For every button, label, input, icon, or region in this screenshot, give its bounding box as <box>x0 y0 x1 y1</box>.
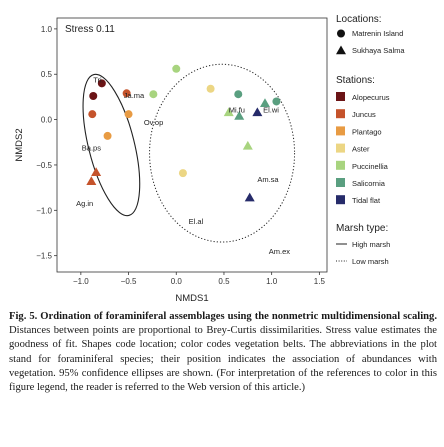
legend-station-swatch <box>336 195 345 205</box>
species-label: El.al <box>189 217 204 226</box>
species-label: El.wi <box>263 105 279 114</box>
legend-location-label: Sukhaya Salma <box>352 46 405 55</box>
y-tick-label: 1.0 <box>41 25 53 34</box>
legend-marsh-title: Marsh type: <box>336 223 388 234</box>
legend-station-swatch <box>336 178 345 187</box>
legend-circle-icon <box>337 29 345 38</box>
species-label: Am.sa <box>257 175 279 184</box>
triangle-point <box>244 192 255 202</box>
legend-station-label: Juncus <box>352 110 376 119</box>
caption-label: Fig. 5. Ordination of foraminiferal asse… <box>9 311 437 322</box>
species-label: Ja.ma <box>124 91 145 100</box>
triangle-point <box>91 167 102 176</box>
y-tick-label: −1.5 <box>36 252 52 261</box>
legend-station-label: Alopecurus <box>352 93 390 102</box>
legend-marsh-label: High marsh <box>352 240 390 249</box>
circle-point <box>178 169 187 178</box>
legend-station-swatch <box>336 92 345 101</box>
stress-annotation: Stress 0.11 <box>65 24 115 35</box>
legend-station-label: Aster <box>352 145 370 154</box>
circle-point <box>122 89 131 98</box>
circle-point <box>234 90 243 99</box>
species-label: Ov.op <box>144 118 163 127</box>
legend-stations-title: Stations: <box>336 75 375 86</box>
legend-station-label: Salicornia <box>352 179 386 188</box>
sample-points <box>86 64 281 202</box>
legend-station-label: Tidal flat <box>352 196 381 205</box>
y-tick-label: −0.5 <box>36 161 52 170</box>
circle-point <box>89 92 98 101</box>
legend: Locations: Matrenin Island Sukhaya Salma St… <box>336 14 405 266</box>
legend-marsh-label: Low marsh <box>352 257 389 266</box>
caption-body: Distances between points are proportiona… <box>9 325 437 394</box>
legend-location-label: Matrenin Island <box>352 29 403 38</box>
circle-point <box>124 110 133 119</box>
triangle-point <box>252 107 263 117</box>
legend-station-swatch <box>336 126 345 136</box>
plot-panel <box>56 17 328 273</box>
legend-triangle-icon <box>336 45 346 55</box>
nmds-chart: Stress 0.11 −1.0 −0.5 0.0 0.5 1.0 1.5 1.0 0.5 0… <box>14 14 405 304</box>
x-tick-label: 0.5 <box>218 277 230 286</box>
legend-station-swatch <box>336 143 345 153</box>
triangle-point <box>234 110 245 120</box>
y-axis: 1.0 0.5 0.0 −0.5 −1.0 −1.5 <box>36 25 57 261</box>
x-tick-label: 0.0 <box>171 277 183 286</box>
x-axis: −1.0 −0.5 0.0 0.5 1.0 1.5 <box>73 272 326 286</box>
triangle-point <box>86 176 97 186</box>
triangle-point <box>242 140 253 150</box>
species-label: Mi.fu <box>229 105 245 114</box>
circle-point <box>88 110 97 119</box>
circle-point <box>272 97 281 106</box>
figure-caption: Fig. 5. Ordination of foraminiferal asse… <box>9 310 437 395</box>
x-tick-label: 1.0 <box>266 277 278 286</box>
x-tick-label: 1.5 <box>314 277 326 286</box>
legend-station-label: Puccinellia <box>352 162 389 171</box>
species-label: Tri. <box>93 75 104 84</box>
circle-point <box>97 79 106 88</box>
y-tick-label: 0.0 <box>41 116 53 125</box>
triangle-point <box>223 107 234 117</box>
triangle-point <box>259 98 270 108</box>
circle-point <box>103 131 112 140</box>
species-label: Am.ex <box>269 247 291 256</box>
legend-locations-title: Locations: <box>336 14 382 25</box>
confidence-ellipses <box>82 63 296 243</box>
species-label: Ag.in <box>76 199 93 208</box>
legend-station-swatch <box>336 109 345 119</box>
legend-station-swatch <box>336 160 345 170</box>
circle-point <box>206 84 215 93</box>
x-tick-label: −0.5 <box>121 277 137 286</box>
x-tick-label: −1.0 <box>73 277 89 286</box>
y-tick-label: −1.0 <box>36 206 52 215</box>
low-marsh-ellipse <box>149 63 296 243</box>
y-tick-label: 0.5 <box>41 70 53 79</box>
species-labels: Tri. Ja.ma Ba.ps Ov.op Ag.in Mi.fu El.wi Am.sa E… <box>76 75 290 255</box>
circle-point <box>172 64 181 73</box>
species-label: Ba.ps <box>82 143 101 152</box>
x-axis-label: NMDS1 <box>175 293 208 304</box>
y-axis-label: NMDS2 <box>14 128 25 161</box>
circle-point <box>149 90 158 99</box>
legend-station-label: Plantago <box>352 127 382 136</box>
high-marsh-ellipse <box>82 73 141 217</box>
